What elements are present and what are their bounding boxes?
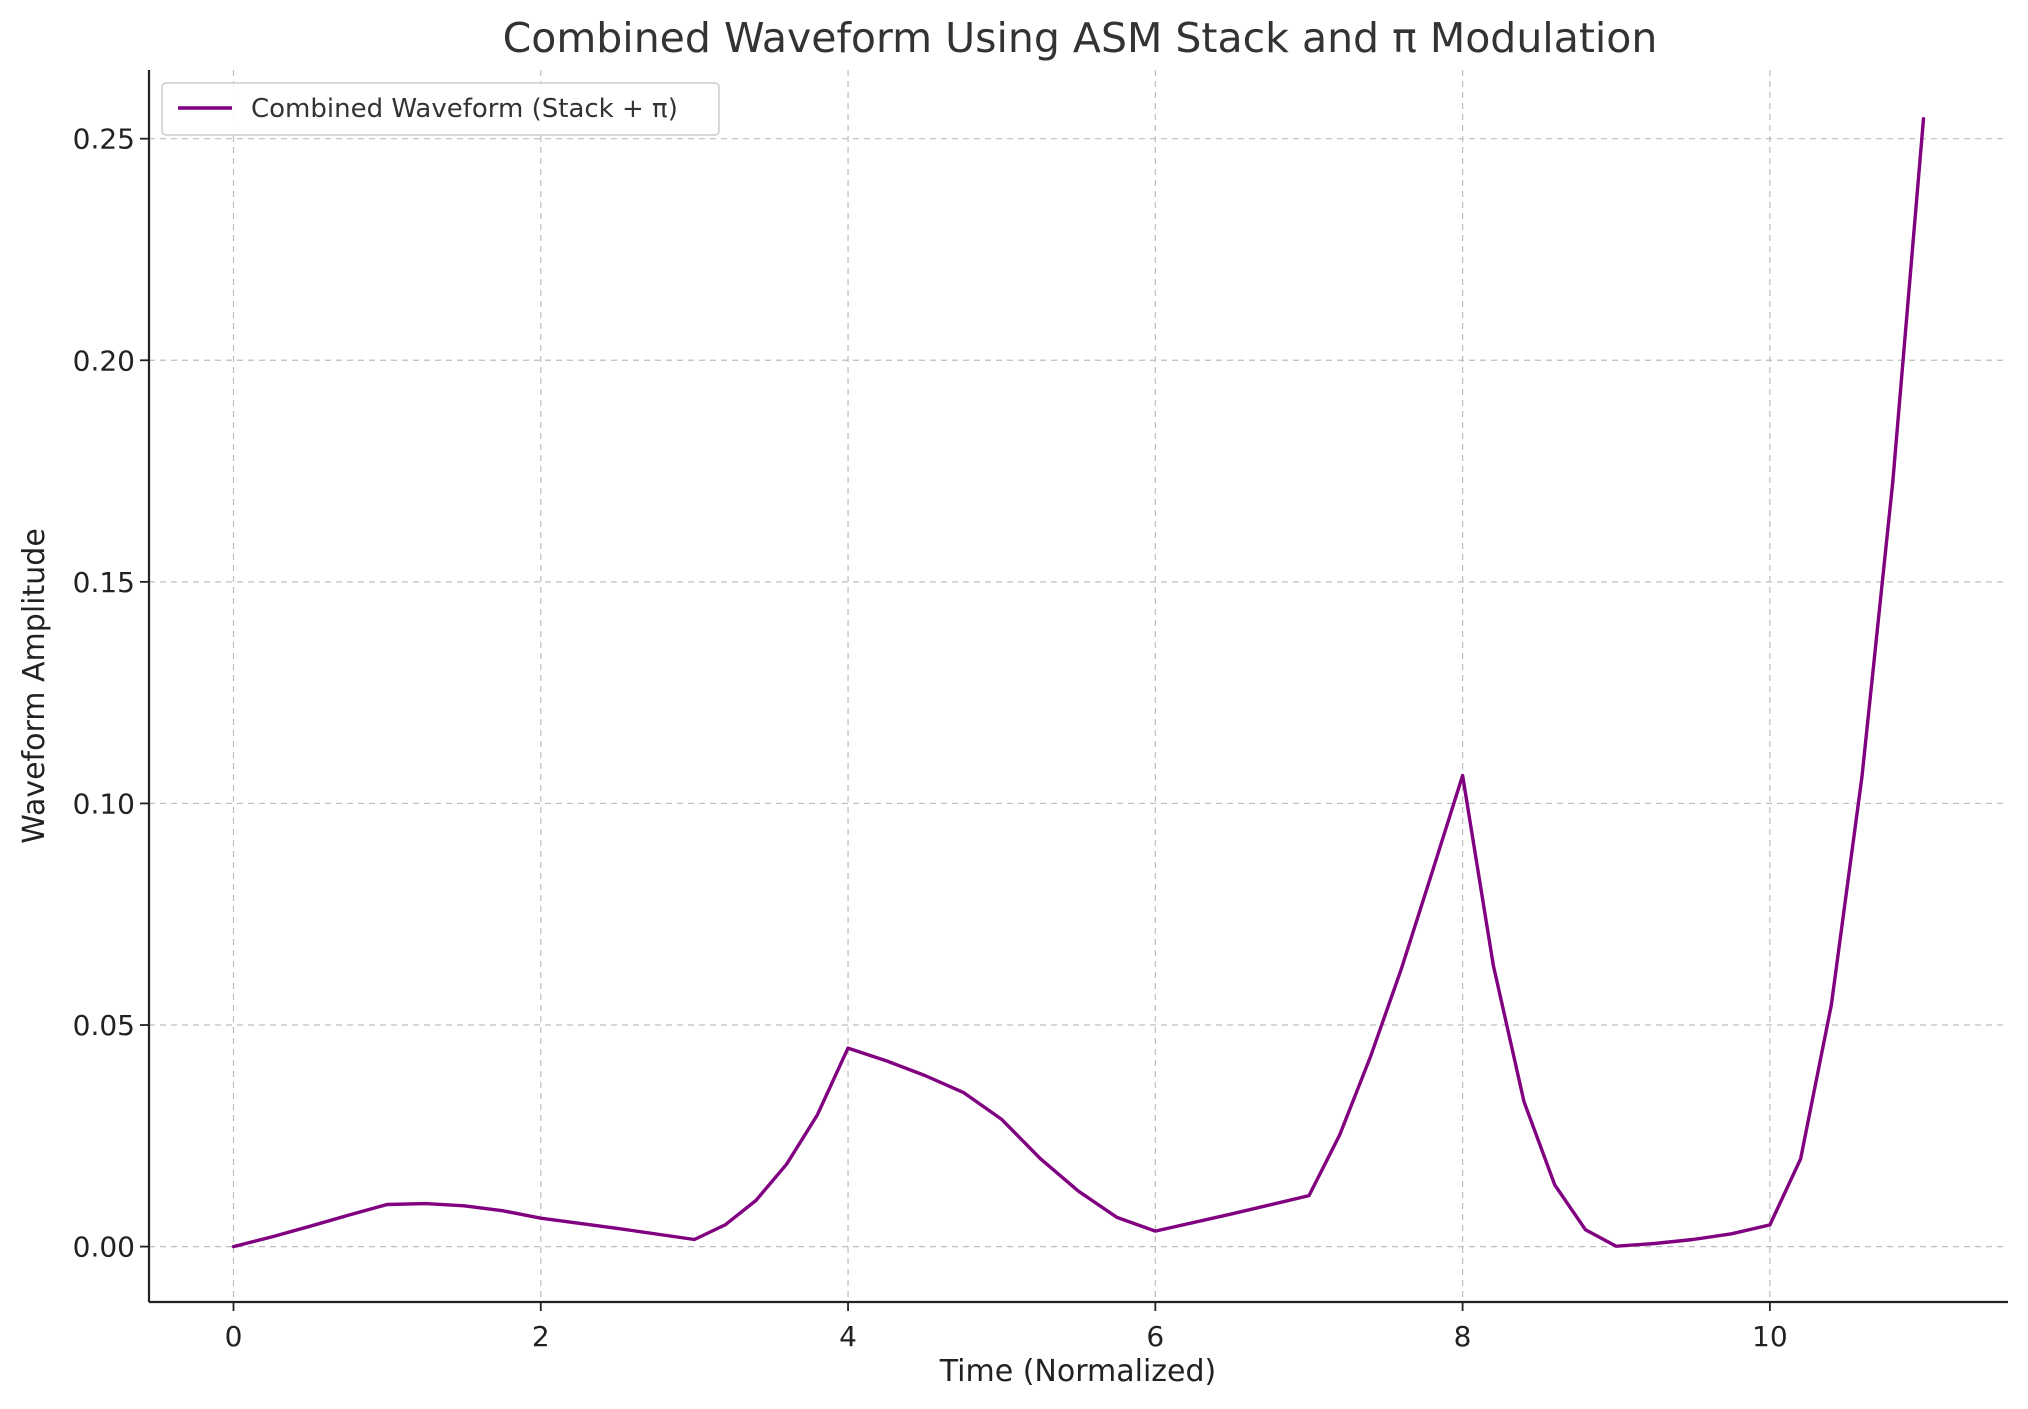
x-tick-label: 4 bbox=[839, 1320, 857, 1353]
y-tick-label: 0.10 bbox=[73, 787, 135, 820]
x-tick-label: 2 bbox=[532, 1320, 550, 1353]
y-tick-label: 0.25 bbox=[73, 123, 135, 156]
grid bbox=[149, 70, 2008, 1302]
series-lines bbox=[231, 116, 1926, 1249]
ticks: 0 2 4 6 8 10 0.00 0.05 0.10 0.15 0.20 0.25 bbox=[73, 123, 1788, 1353]
series-line bbox=[231, 116, 1926, 1249]
x-tick-label: 8 bbox=[1454, 1320, 1472, 1353]
y-axis-label: Waveform Amplitude bbox=[17, 528, 52, 844]
legend-box bbox=[161, 82, 720, 136]
legend-label: Combined Waveform (Stack + π) bbox=[251, 94, 678, 124]
y-tick-label: 0.15 bbox=[73, 566, 135, 599]
x-tick-label: 10 bbox=[1752, 1320, 1788, 1353]
x-tick-label: 6 bbox=[1146, 1320, 1164, 1353]
x-axis-label: Time (Normalized) bbox=[939, 1354, 1217, 1389]
x-tick-label: 0 bbox=[225, 1320, 243, 1353]
y-tick-label: 0.20 bbox=[73, 344, 135, 377]
y-tick-label: 0.05 bbox=[73, 1009, 135, 1042]
legend: Combined Waveform (Stack + π) bbox=[161, 82, 720, 136]
chart-title: Combined Waveform Using ASM Stack and π … bbox=[503, 14, 1658, 62]
y-tick-label: 0.00 bbox=[73, 1231, 135, 1264]
